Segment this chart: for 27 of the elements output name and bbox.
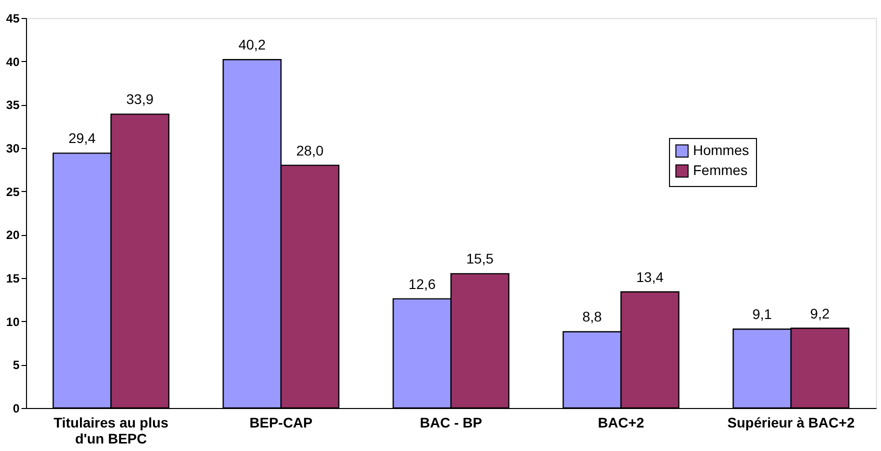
y-tick-label: 40: [6, 54, 20, 69]
x-tick-label: Supérieur à BAC+2: [727, 414, 855, 430]
x-tick-label: BAC+2: [598, 414, 644, 430]
data-label: 28,0: [296, 142, 324, 158]
data-label: 12,6: [408, 276, 436, 292]
legend-label: Femmes: [693, 162, 748, 178]
y-tick-label: 45: [6, 12, 20, 26]
y-tick-label: 0: [12, 402, 20, 416]
y-tick-label: 15: [6, 272, 20, 286]
x-tick-label: BEP-CAP: [249, 414, 313, 430]
data-label: 13,4: [636, 268, 664, 285]
y-tick-label: 10: [6, 314, 20, 329]
legend-label: Hommes: [693, 142, 750, 158]
data-label: 33,9: [126, 91, 154, 108]
y-tick-label: 25: [6, 184, 20, 199]
data-label: 29,4: [68, 130, 96, 146]
x-tick-label: BAC - BP: [420, 414, 482, 430]
y-tick-label: 5: [12, 358, 20, 372]
x-tick-label: Titulaires au plus d'un BEPC: [54, 414, 169, 446]
data-label: 15,5: [466, 250, 494, 267]
data-label: 9,2: [810, 305, 830, 322]
y-tick-label: 20: [6, 228, 20, 242]
y-tick-label: 35: [6, 98, 20, 112]
data-label: 9,1: [752, 306, 772, 322]
data-label: 8,8: [582, 308, 602, 325]
y-tick-label: 30: [6, 142, 20, 156]
data-label: 40,2: [238, 36, 266, 53]
